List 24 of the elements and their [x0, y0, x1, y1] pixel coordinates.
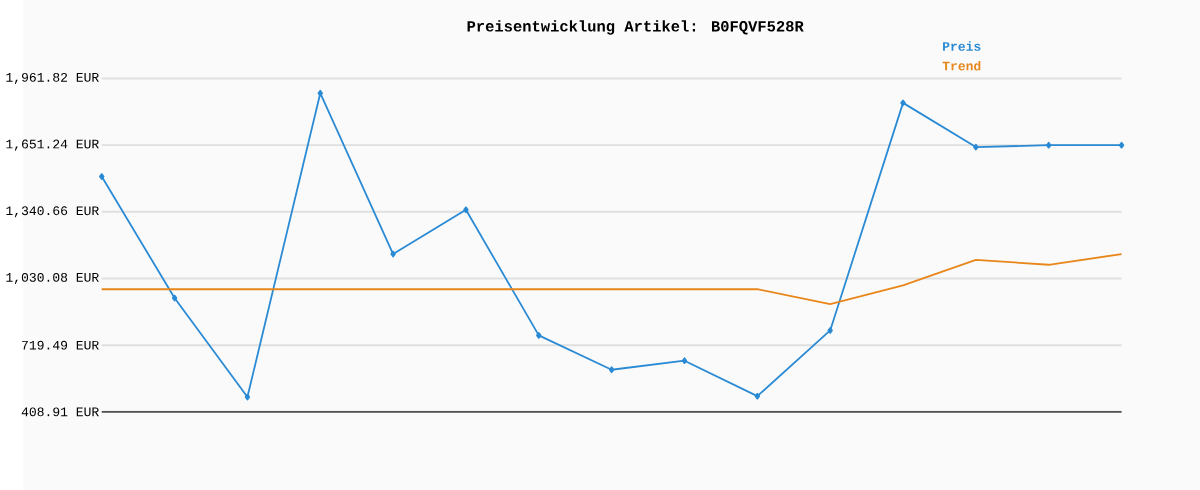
y-tick-label: 1,651.24 EUR — [6, 139, 99, 151]
y-tick-label: 719.49 EUR — [22, 340, 99, 350]
point — [681, 357, 688, 364]
y-tick-label: 1,961.82 EUR — [6, 72, 99, 84]
point — [608, 366, 615, 373]
point — [317, 89, 323, 97]
point — [1045, 141, 1052, 149]
text: Trend — [942, 60, 981, 71]
chart-title: Preisentwicklung Artikel: B0FQVF528R — [467, 20, 804, 35]
point — [99, 173, 105, 180]
point — [973, 143, 979, 151]
point — [244, 393, 251, 401]
point — [171, 294, 178, 302]
point — [536, 331, 542, 339]
point — [754, 392, 761, 400]
y-tick-label: 1,340.66 EUR — [6, 206, 99, 218]
y-tick-label: 408.91 EUR — [21, 407, 99, 417]
point — [1118, 141, 1125, 149]
text: Preis — [943, 41, 981, 51]
point — [827, 326, 833, 334]
point — [463, 206, 469, 213]
point — [900, 99, 906, 107]
y-tick-label: 1,030.08 EUR — [6, 272, 99, 284]
point — [390, 250, 396, 258]
